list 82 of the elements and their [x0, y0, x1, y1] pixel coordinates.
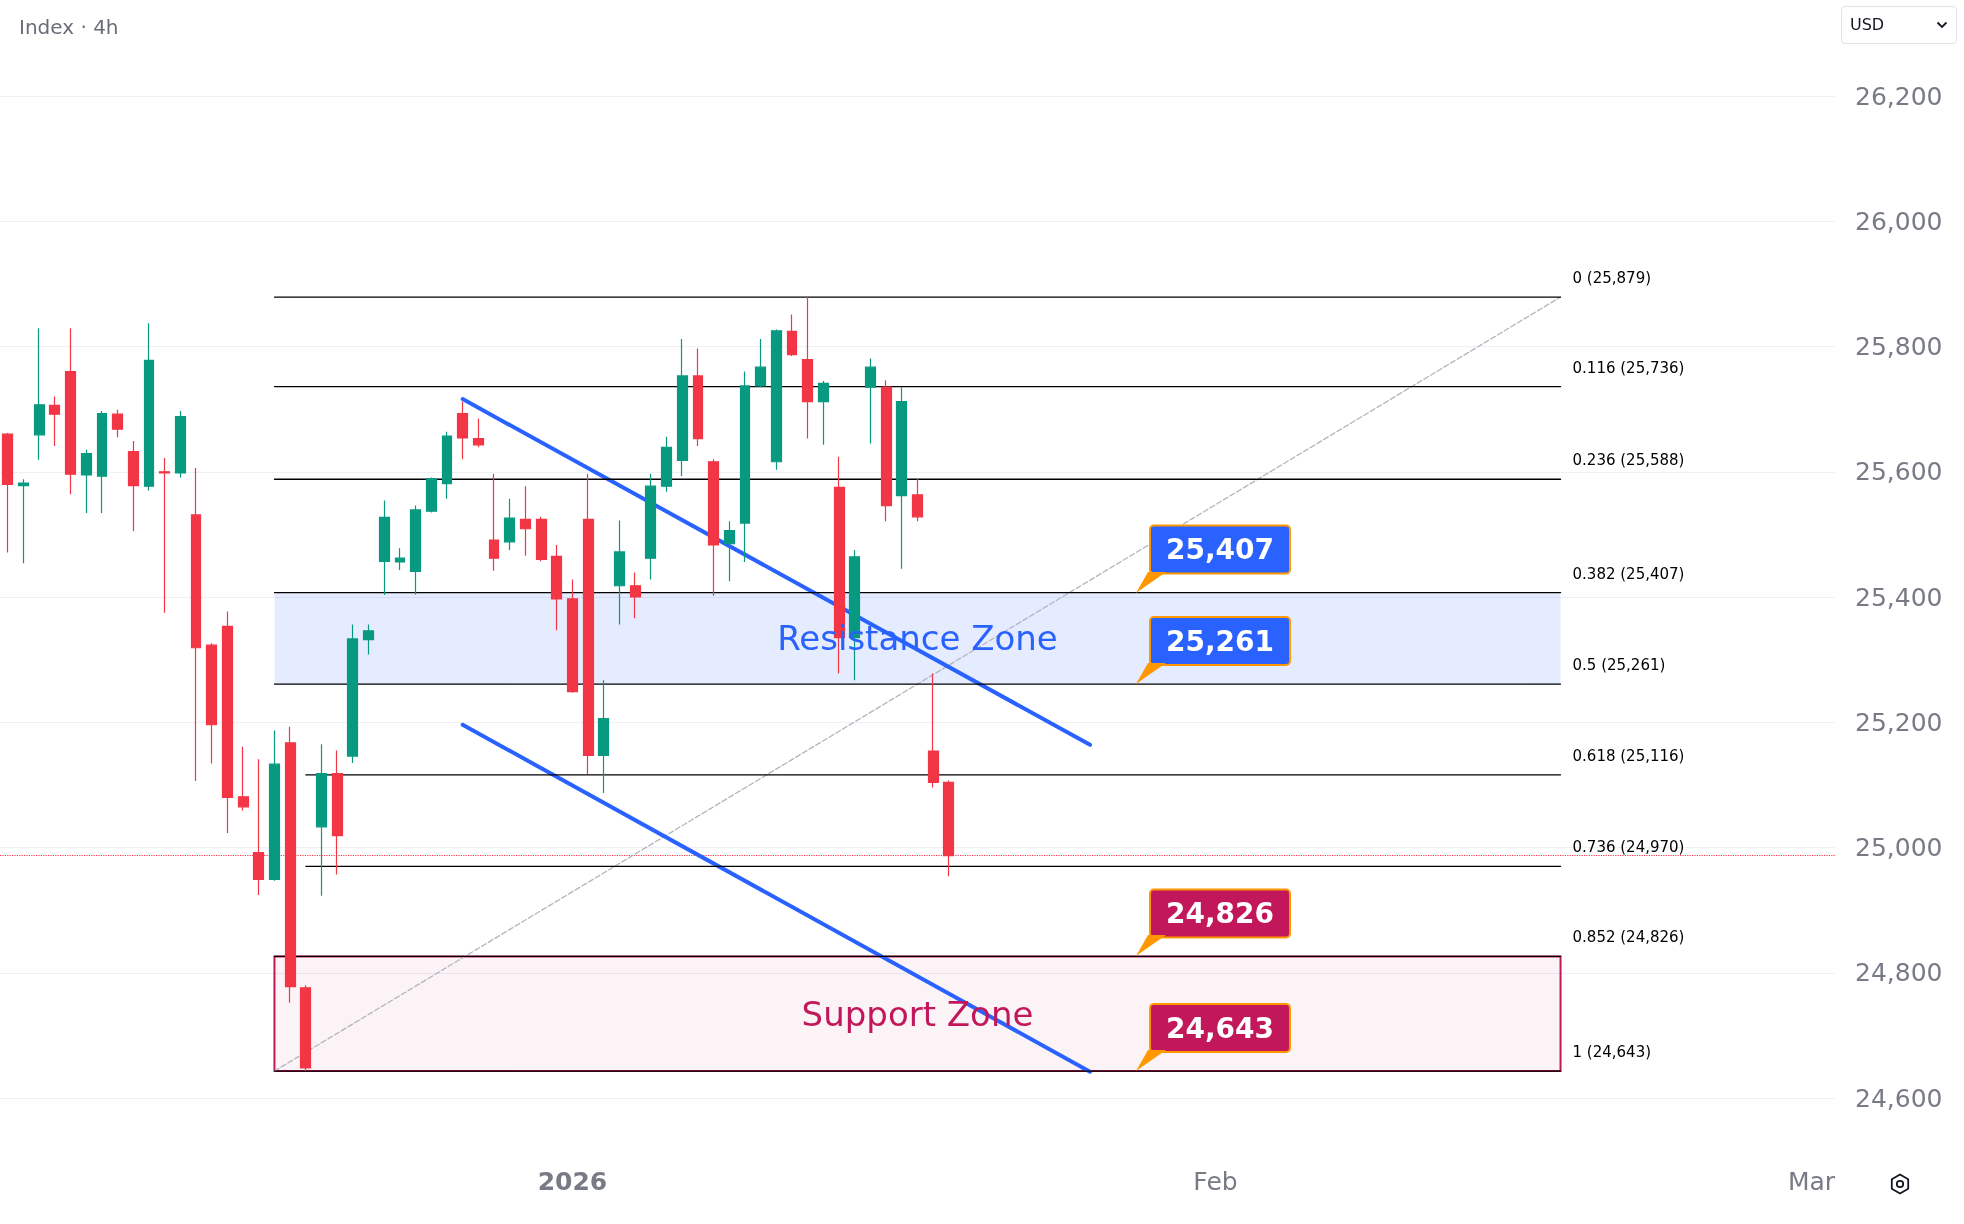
y-tick-label: 25,600	[1855, 457, 1943, 487]
series-label: 1 (24,643)	[1572, 1043, 1652, 1062]
candlestick	[488, 473, 500, 572]
candlestick	[927, 672, 940, 788]
candlestick	[519, 485, 532, 557]
x-tick-label: Mar	[1787, 1167, 1836, 1196]
y-tick-label: 25,400	[1855, 582, 1943, 612]
candlestick	[268, 729, 281, 882]
series-label: 0.236 (25,588)	[1572, 451, 1685, 470]
currency-select: USD	[1841, 6, 1957, 44]
candlestick	[127, 440, 140, 532]
candlestick	[409, 504, 422, 596]
candlestick	[17, 478, 30, 564]
y-tick-label: 25,800	[1855, 332, 1943, 361]
candlestick	[629, 571, 642, 619]
candlestick	[346, 623, 359, 764]
candlestick	[237, 746, 250, 812]
candlestick	[817, 380, 830, 446]
annotation: 24,826	[1165, 896, 1275, 930]
series-label: 0.116 (25,736)	[1572, 358, 1685, 377]
candlestick	[96, 410, 108, 514]
candlestick	[33, 327, 46, 461]
candlestick	[80, 449, 93, 514]
series-label: 0.852 (24,826)	[1572, 928, 1685, 947]
candlestick	[864, 357, 877, 445]
candlestick	[597, 679, 610, 794]
candlestick	[801, 296, 814, 440]
candlestick	[315, 743, 328, 897]
series-label: 0.382 (25,407)	[1572, 564, 1685, 583]
candlestick	[644, 473, 657, 581]
candlestick	[362, 623, 375, 656]
candlestick	[158, 457, 171, 614]
annotation: 25,261	[1165, 624, 1275, 658]
candlestick	[660, 436, 673, 493]
y-tick-label: 24,800	[1855, 958, 1943, 988]
candlestick	[723, 520, 736, 582]
candlestick	[582, 473, 595, 775]
candlestick	[739, 370, 751, 563]
candlestick	[786, 313, 798, 357]
candlestick	[111, 409, 124, 438]
candlestick	[441, 431, 453, 500]
candlestick	[143, 322, 155, 492]
y-tick-label: 25,200	[1855, 707, 1943, 737]
candlestick	[472, 417, 485, 448]
candlestick	[613, 520, 626, 626]
candlestick	[566, 578, 579, 694]
x-tick-label: 2026	[537, 1167, 608, 1196]
y-tick-label: 24,600	[1855, 1083, 1943, 1113]
candlestick	[425, 476, 438, 514]
annotation: 24,643	[1165, 1011, 1275, 1045]
x-tick-label: Feb	[1193, 1167, 1238, 1196]
candlestick	[676, 338, 689, 477]
candlestick	[394, 547, 406, 571]
candlestick	[190, 467, 202, 782]
candlestick	[456, 401, 469, 460]
candlestick	[550, 544, 563, 631]
candlestick	[299, 984, 312, 1072]
candlestick	[692, 347, 704, 447]
candlestick	[64, 327, 77, 495]
chart-title: Index · 4h	[19, 15, 119, 39]
candlestick	[221, 610, 234, 834]
candlestick	[880, 379, 893, 522]
y-tick-label: 25,000	[1855, 833, 1943, 862]
y-tick-label: 26,200	[1855, 81, 1943, 111]
candlestick	[1, 432, 14, 554]
candlestick	[535, 516, 548, 562]
candlestick	[378, 499, 391, 596]
y-tick-label: 26,000	[1855, 206, 1943, 236]
candlestick	[895, 386, 908, 570]
candlestick	[174, 410, 187, 478]
series-label: 0.618 (25,116)	[1572, 746, 1685, 765]
candlestick	[911, 478, 924, 522]
candlestick	[48, 396, 61, 447]
series-label: 0.5 (25,261)	[1572, 656, 1666, 675]
candlestick	[707, 458, 720, 597]
candlestick	[754, 338, 767, 388]
candlestick	[770, 328, 783, 471]
candlestick	[205, 642, 218, 765]
annotation: 25,407	[1165, 533, 1275, 567]
series-label: 0.736 (24,970)	[1572, 838, 1685, 857]
candlestick	[503, 498, 516, 551]
series-label: 0 (25,879)	[1572, 269, 1652, 288]
